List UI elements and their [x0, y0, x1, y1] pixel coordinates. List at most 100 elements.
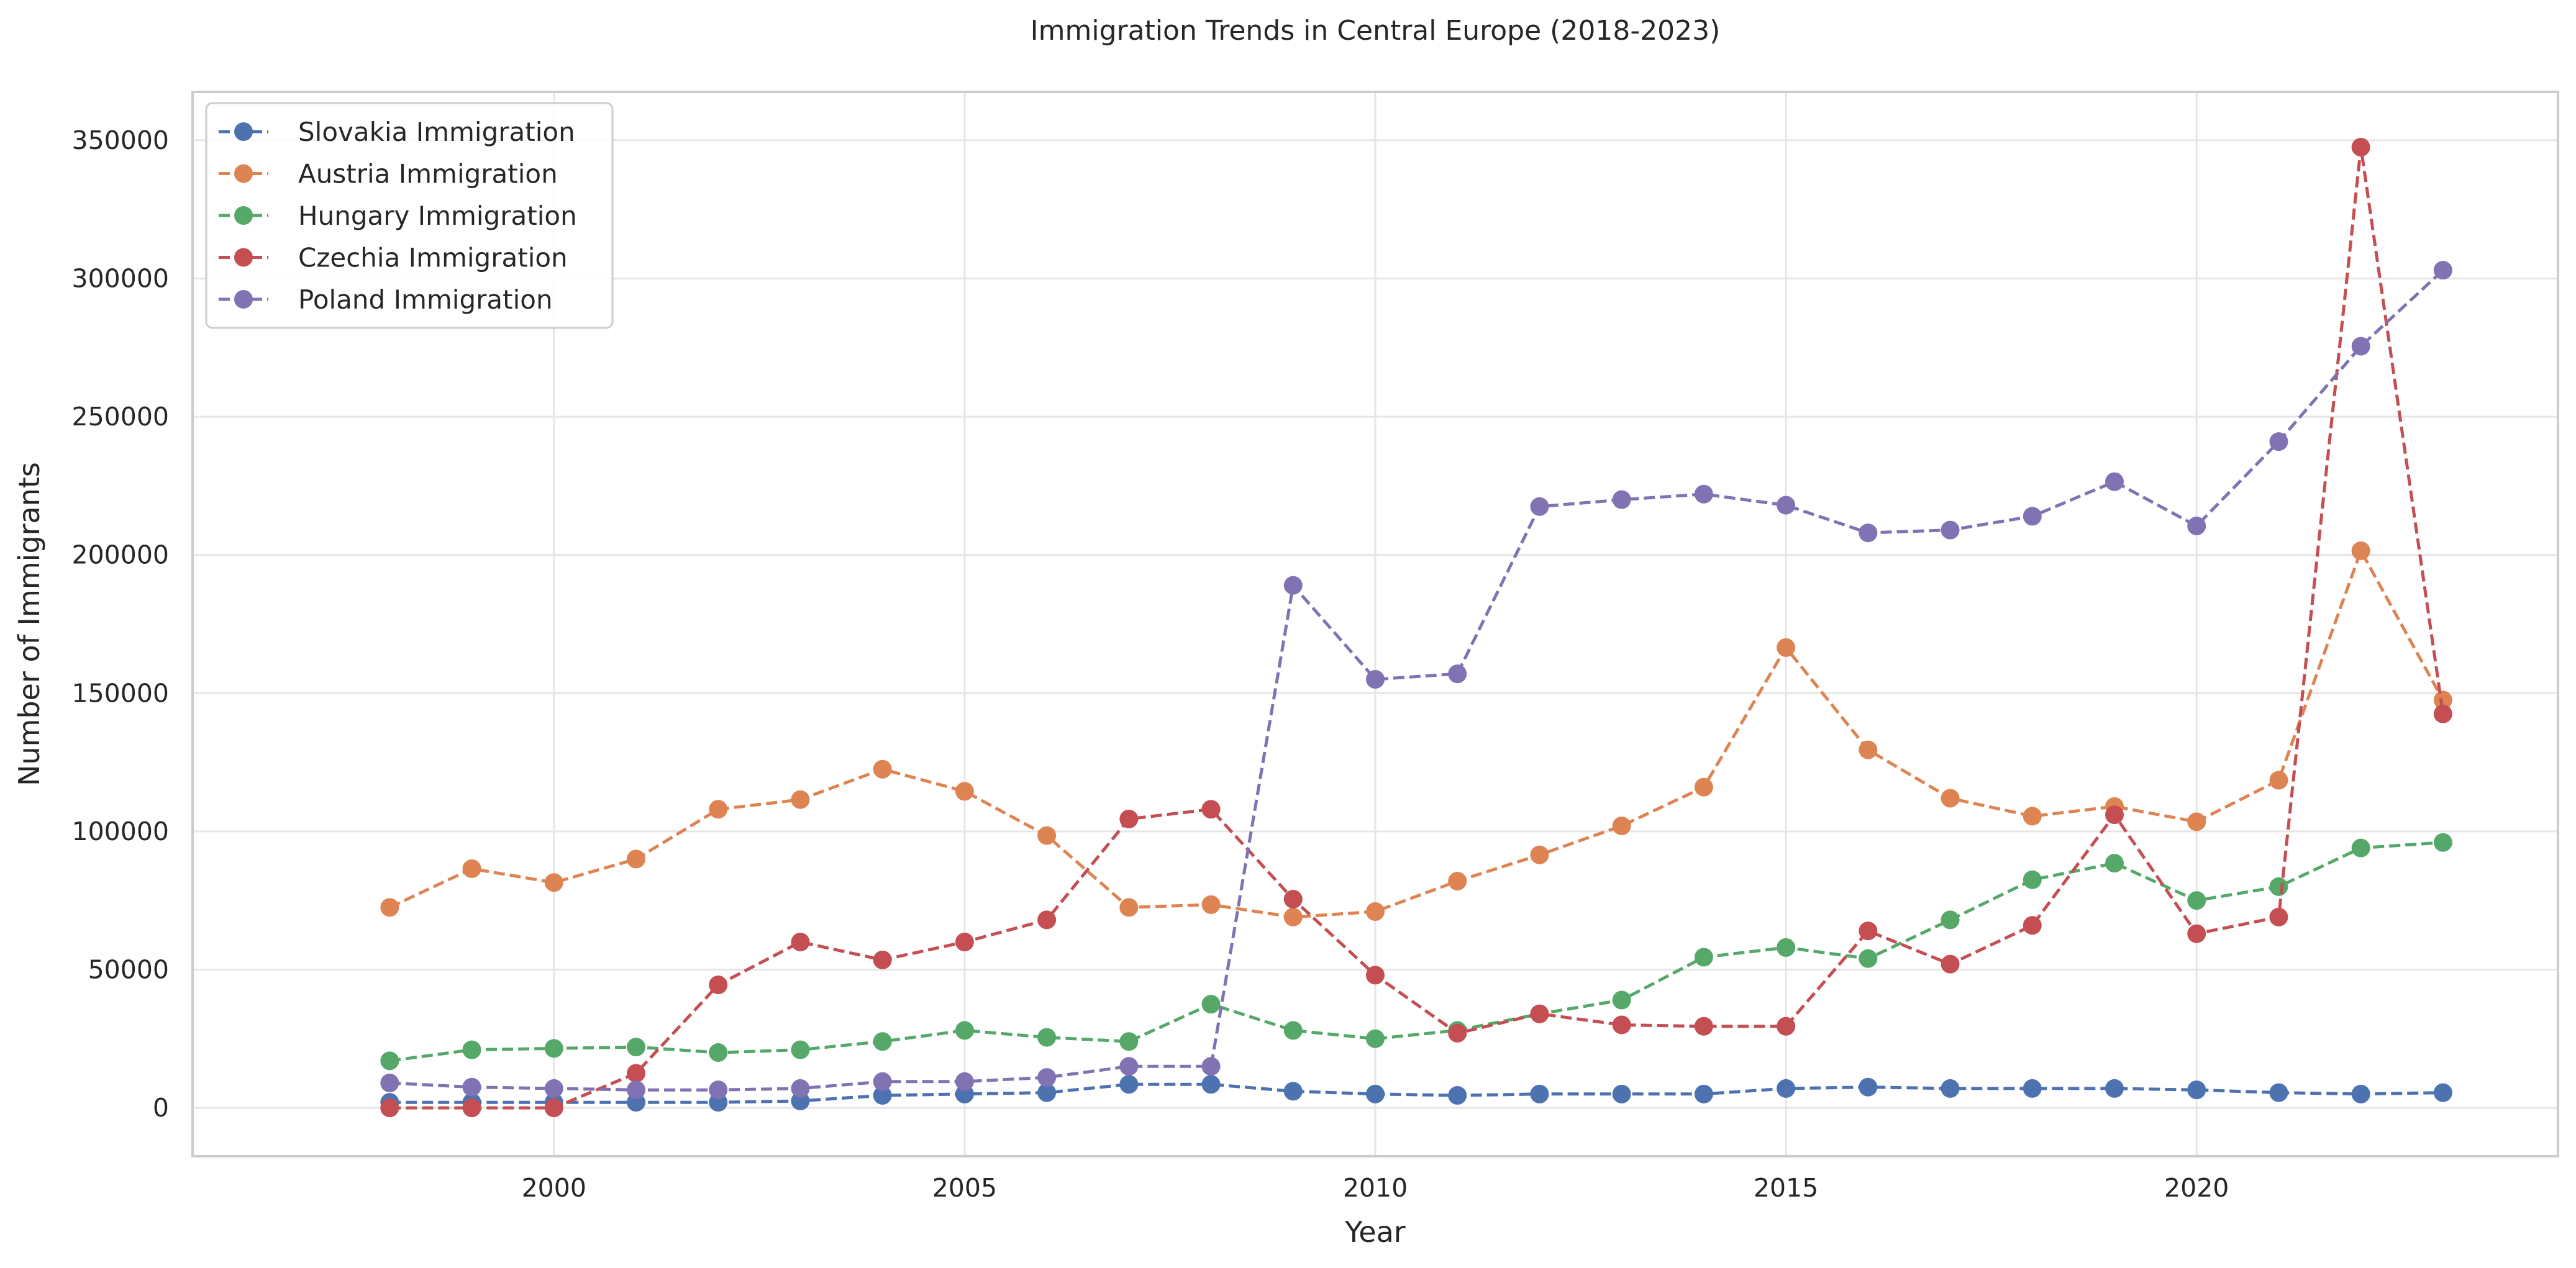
- data-point: [2105, 805, 2124, 825]
- data-point: [1119, 1057, 1139, 1076]
- data-point: [1941, 520, 1960, 540]
- data-point: [2269, 771, 2288, 790]
- data-point: [1201, 1075, 1221, 1094]
- series-line: [389, 1082, 2443, 1104]
- data-point: [1859, 922, 1878, 941]
- data-point: [955, 1021, 974, 1040]
- data-point: [873, 950, 892, 969]
- data-point: [1366, 902, 1385, 922]
- legend-label: Austria Immigration: [298, 159, 558, 189]
- data-point: [1530, 497, 1549, 516]
- data-point: [627, 1080, 645, 1100]
- data-point: [1119, 1032, 1139, 1051]
- legend: Slovakia Immigration Austria Immigration H…: [205, 102, 614, 329]
- series-line: [389, 841, 2444, 1062]
- data-point: [709, 1043, 728, 1062]
- data-point: [1201, 895, 1221, 914]
- y-axis-label: Number of Immigrants: [12, 462, 46, 786]
- series-austria: [380, 541, 2452, 926]
- data-point: [1448, 1086, 1467, 1105]
- x-tick-label: 2005: [932, 1173, 997, 1203]
- data-point: [2433, 1083, 2452, 1102]
- data-point: [462, 1098, 481, 1118]
- y-tick-label: 200000: [71, 540, 169, 570]
- data-point: [1859, 1077, 1878, 1097]
- data-point: [544, 1098, 563, 1118]
- data-point: [873, 1086, 892, 1105]
- legend-item: Hungary Immigration: [219, 201, 577, 231]
- data-point: [2187, 924, 2206, 943]
- data-point: [1859, 740, 1878, 759]
- data-point: [627, 849, 645, 869]
- data-point: [2433, 691, 2452, 710]
- data-point: [873, 1032, 892, 1051]
- data-point: [2351, 337, 2370, 356]
- data-point: [1283, 907, 1303, 926]
- data-point: [2269, 432, 2288, 451]
- series-group: [380, 138, 2452, 1118]
- chart-title: Immigration Trends in Central Europe (20…: [1031, 15, 1721, 47]
- data-point: [2187, 516, 2206, 535]
- data-point: [2433, 261, 2452, 280]
- data-point: [2269, 1083, 2288, 1102]
- data-point: [1612, 1084, 1631, 1103]
- data-point: [1941, 910, 1960, 930]
- data-point: [873, 1072, 892, 1091]
- data-point: [380, 898, 399, 917]
- data-point: [1612, 990, 1631, 1010]
- legend-label: Hungary Immigration: [298, 201, 577, 231]
- data-point: [791, 932, 810, 951]
- data-point: [1119, 809, 1139, 828]
- legend-marker: [234, 290, 253, 309]
- data-point: [791, 1079, 810, 1098]
- data-point: [2433, 704, 2452, 723]
- data-point: [709, 975, 728, 994]
- data-point: [2351, 1084, 2370, 1103]
- data-point: [2351, 541, 2370, 561]
- data-point: [1777, 496, 1796, 515]
- data-point: [1037, 910, 1057, 930]
- legend-item: Slovakia Immigration: [219, 117, 575, 147]
- data-point: [2023, 870, 2042, 889]
- data-point: [1037, 1028, 1057, 1047]
- legend-item: Czechia Immigration: [219, 243, 568, 273]
- data-point: [791, 790, 810, 809]
- data-point: [1612, 1015, 1631, 1035]
- data-point: [1201, 800, 1221, 819]
- data-point: [1530, 845, 1549, 864]
- data-point: [1119, 1075, 1139, 1094]
- data-point: [1037, 1083, 1057, 1102]
- y-tick-label: 250000: [71, 402, 169, 432]
- data-point: [1612, 490, 1631, 509]
- data-point: [873, 759, 892, 779]
- legend-item: Austria Immigration: [219, 159, 558, 189]
- data-point: [627, 1064, 645, 1083]
- data-point: [1283, 576, 1303, 595]
- data-point: [2105, 1079, 2124, 1098]
- data-point: [380, 1098, 399, 1118]
- data-point: [380, 1074, 399, 1093]
- legend-item: Poland Immigration: [219, 284, 553, 315]
- data-point: [544, 873, 563, 892]
- data-point: [791, 1040, 810, 1059]
- x-axis-ticks: 2000 2005 2010 2015 2020: [522, 1173, 2229, 1203]
- data-point: [1777, 1079, 1796, 1098]
- legend-marker: [234, 248, 253, 267]
- x-tick-label: 2015: [1754, 1173, 1818, 1203]
- series-poland: [380, 261, 2452, 1100]
- data-point: [2187, 1080, 2206, 1100]
- data-point: [709, 800, 728, 819]
- legend-marker: [234, 122, 253, 141]
- data-point: [544, 1039, 563, 1058]
- y-tick-label: 50000: [88, 954, 169, 984]
- data-point: [2269, 877, 2288, 896]
- data-point: [2187, 891, 2206, 910]
- legend-label: Poland Immigration: [298, 284, 553, 315]
- x-axis-label: Year: [1344, 1215, 1405, 1249]
- data-point: [1366, 966, 1385, 985]
- data-point: [1037, 826, 1057, 845]
- data-point: [1530, 1084, 1549, 1103]
- data-point: [380, 1051, 399, 1071]
- data-point: [1777, 1017, 1796, 1036]
